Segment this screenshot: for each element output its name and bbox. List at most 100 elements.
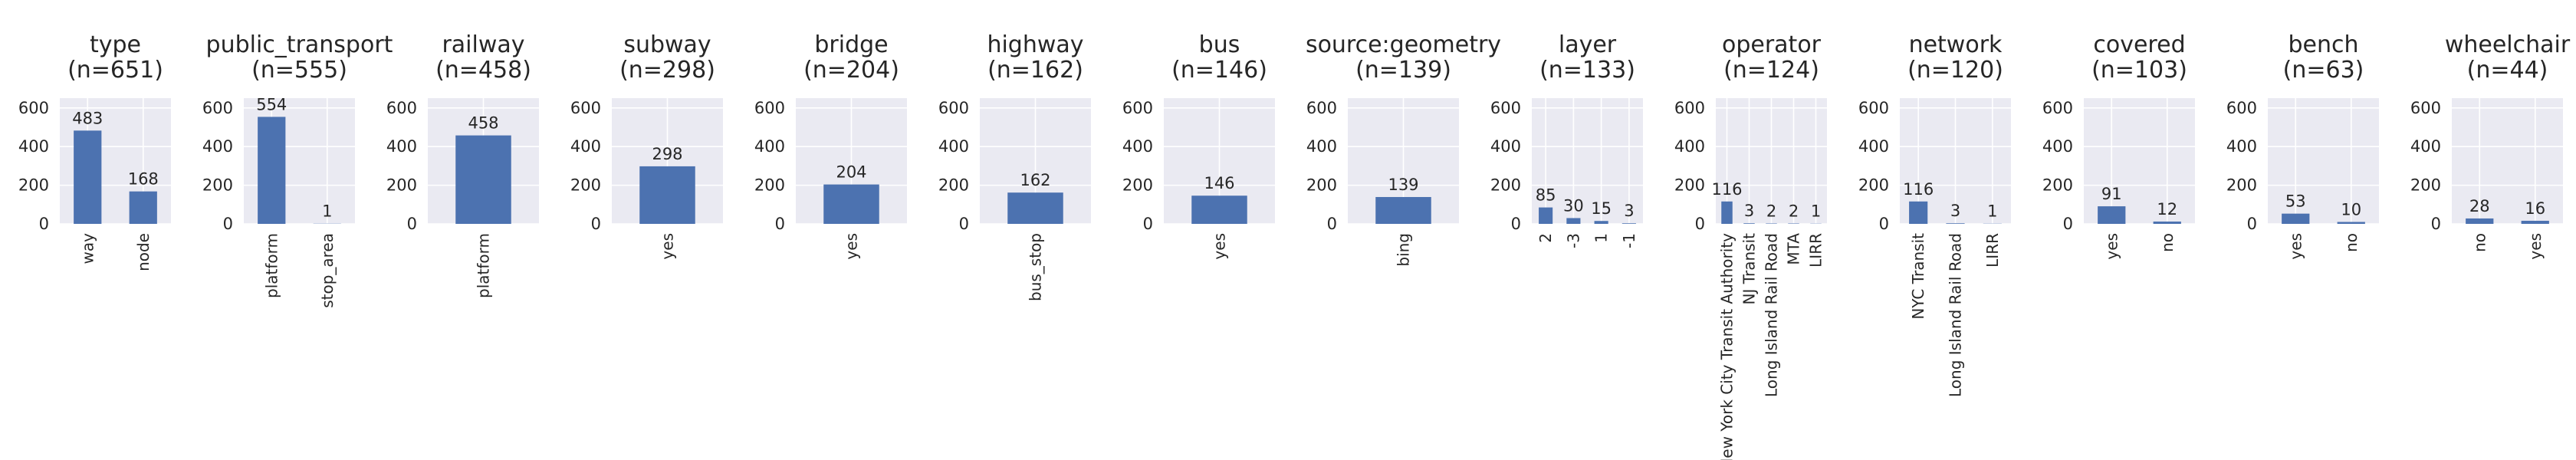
bar-value-label: 10 [2341, 200, 2361, 219]
bar-value-label: 146 [1204, 174, 1234, 192]
chart-count-label: (n=103) [2091, 57, 2187, 84]
bar-value-label: 91 [2101, 185, 2122, 203]
chart-count-label: (n=124) [1723, 57, 1819, 84]
x-tick-label: no [2342, 233, 2361, 252]
bar [1007, 192, 1063, 224]
y-tick-label: 600 [18, 99, 49, 117]
chart-title: source:geometry [1306, 31, 1501, 58]
y-tick-label: 0 [1695, 215, 1705, 233]
y-tick-label: 600 [2042, 99, 2073, 117]
y-tick-label: 600 [202, 99, 233, 117]
chart-title: highway [987, 31, 1083, 58]
panel-bench: bench(n=63) 0 200 400 600 53 yes 10 no [2226, 31, 2379, 260]
bar-value-label: 30 [1563, 196, 1584, 215]
y-tick-label: 0 [1327, 215, 1337, 233]
y-tick-label: 200 [1306, 176, 1337, 195]
chart-title: bus [1199, 31, 1240, 58]
x-tick-label: Long Island Rail Road [1763, 233, 1781, 397]
bar-value-label: 298 [652, 145, 682, 163]
bar-value-label: 16 [2525, 199, 2545, 218]
x-tick-label: way [78, 233, 97, 264]
bar-value-label: 168 [128, 170, 159, 189]
bar-value-label: 116 [1903, 180, 1934, 199]
y-tick-label: 400 [1122, 137, 1153, 156]
x-tick-label: yes [2102, 233, 2121, 260]
y-tick-label: 200 [2410, 176, 2441, 195]
y-tick-label: 0 [2063, 215, 2073, 233]
y-tick-label: 200 [1490, 176, 1521, 195]
bar-value-label: 1 [1987, 202, 1997, 221]
bar-value-label: 3 [1624, 202, 1634, 220]
x-tick-label: no [2158, 233, 2177, 252]
bar-value-label: 116 [1711, 180, 1742, 199]
y-tick-label: 200 [386, 176, 417, 195]
bar-value-label: 483 [72, 109, 103, 127]
chart-count-label: (n=555) [251, 57, 347, 84]
x-tick-label: LIRR [1983, 233, 2002, 268]
y-tick-label: 600 [386, 99, 417, 117]
chart-title: railway [442, 31, 524, 58]
y-tick-label: 400 [386, 137, 417, 156]
chart-count-label: (n=204) [803, 57, 899, 84]
bar [1375, 196, 1431, 224]
bar [1594, 221, 1608, 224]
chart-title: covered [2093, 31, 2185, 58]
bar-value-label: 1 [1811, 202, 1821, 221]
x-tick-label: yes [2286, 233, 2305, 260]
panel-covered: covered(n=103) 0 200 400 600 91 yes 12 no [2042, 31, 2195, 260]
chart-count-label: (n=133) [1539, 57, 1635, 84]
chart-count-label: (n=458) [435, 57, 531, 84]
bar-value-label: 12 [2157, 200, 2177, 219]
y-tick-label: 200 [938, 176, 969, 195]
y-tick-label: 600 [938, 99, 969, 117]
chart-title: operator [1722, 31, 1822, 58]
y-tick-label: 400 [1858, 137, 1889, 156]
y-tick-label: 600 [2226, 99, 2257, 117]
x-tick-label: platform [475, 233, 493, 298]
y-tick-label: 600 [1674, 99, 1705, 117]
y-tick-label: 400 [1674, 137, 1705, 156]
y-tick-label: 400 [2042, 137, 2073, 156]
bar-value-label: 458 [468, 114, 498, 133]
bar-value-label: 204 [836, 163, 866, 182]
panel-wheelchair: wheelchair(n=44) 0 200 400 600 28 no 16 yes [2410, 31, 2571, 260]
panel-bus: bus(n=146) 0 200 400 600 146 yes [1122, 31, 1275, 260]
bar [2153, 221, 2181, 224]
bar [258, 117, 286, 224]
x-tick-label: yes [2526, 233, 2545, 260]
bar [1721, 201, 1733, 224]
y-tick-label: 200 [2042, 176, 2073, 195]
y-tick-label: 400 [570, 137, 601, 156]
bar-value-label: 85 [1536, 186, 1556, 205]
x-tick-label: yes [1211, 233, 1229, 260]
y-tick-label: 600 [1490, 99, 1521, 117]
y-tick-label: 200 [1858, 176, 1889, 195]
bar [639, 166, 695, 224]
x-tick-label: bus_stop [1027, 233, 1045, 301]
bar [1766, 223, 1777, 224]
chart-count-label: (n=120) [1907, 57, 2003, 84]
plot-area [2268, 98, 2379, 224]
bar [2466, 218, 2494, 224]
x-tick-label: MTA [1785, 233, 1803, 265]
bar [1946, 223, 1965, 224]
y-tick-label: 600 [2410, 99, 2441, 117]
panel-highway: highway(n=162) 0 200 400 600 162 bus_stop [938, 31, 1091, 301]
y-tick-label: 0 [591, 215, 601, 233]
x-tick-label: 1 [1592, 233, 1611, 243]
chart-title: bench [2288, 31, 2358, 58]
bar [1788, 223, 1799, 224]
bar [1566, 218, 1581, 224]
y-tick-label: 600 [570, 99, 601, 117]
x-tick-label: -3 [1564, 233, 1582, 248]
bar [2521, 220, 2549, 224]
y-tick-label: 600 [754, 99, 785, 117]
bar-value-label: 3 [1950, 202, 1960, 220]
bar-value-label: 53 [2285, 192, 2306, 211]
bar-value-label: 162 [1020, 171, 1050, 189]
y-tick-label: 400 [202, 137, 233, 156]
x-tick-label: LIRR [1807, 233, 1825, 268]
bar [1909, 201, 1928, 224]
y-tick-label: 0 [959, 215, 969, 233]
